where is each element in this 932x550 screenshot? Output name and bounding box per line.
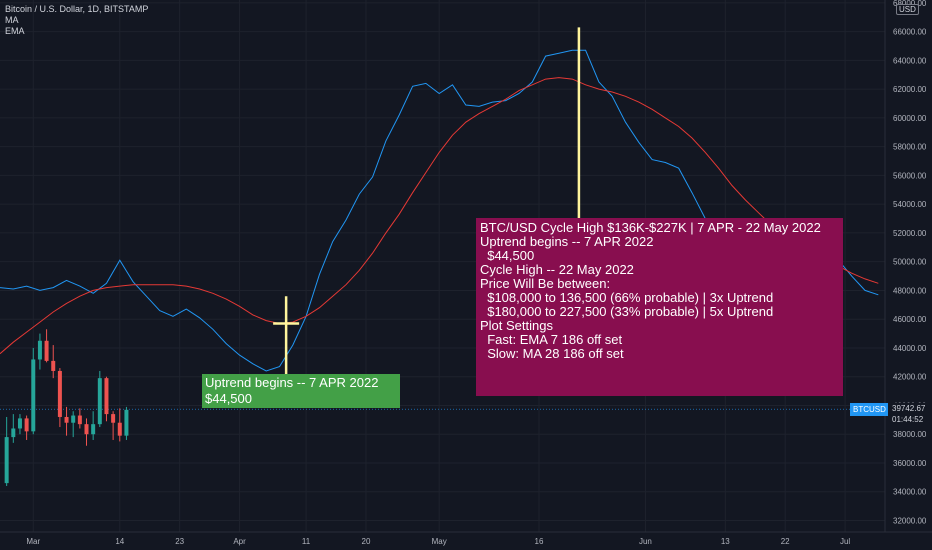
chart-grid <box>0 0 885 532</box>
candle-body <box>31 359 36 432</box>
callout-line: Plot Settings <box>480 318 553 333</box>
callout-line: BTC/USD Cycle High $136K-$227K | 7 APR -… <box>480 220 821 235</box>
symbol-title[interactable]: Bitcoin / U.S. Dollar, 1D, BITSTAMP <box>5 4 149 14</box>
bar-countdown: 01:44:52 <box>892 415 924 424</box>
x-tick-label: 11 <box>302 537 311 546</box>
callout-line: Slow: MA 28 186 off set <box>480 346 624 361</box>
uptrend-callout-line2: $44,500 <box>205 391 252 406</box>
y-tick-label: 52000.00 <box>893 229 927 238</box>
candlesticks <box>4 329 129 486</box>
candle-body <box>4 437 9 484</box>
y-tick-label: 56000.00 <box>893 171 927 180</box>
y-tick-label: 64000.00 <box>893 56 927 65</box>
annotation-lines <box>273 27 581 376</box>
ma-line <box>0 77 879 355</box>
uptrend-callout-line1: Uptrend begins -- 7 APR 2022 <box>205 375 379 390</box>
x-tick-label: Jul <box>840 537 850 546</box>
chart-legend: Bitcoin / U.S. Dollar, 1D, BITSTAMP MA E… <box>5 4 148 37</box>
ema-legend-label[interactable]: EMA <box>5 26 25 36</box>
callout-line: $108,000 to 136,500 (66% probable) | 3x … <box>480 290 774 305</box>
candle-body <box>11 428 16 438</box>
candle-body <box>64 416 69 423</box>
y-tick-label: 54000.00 <box>893 200 927 209</box>
last-price-value: 39742.67 <box>892 404 926 413</box>
x-tick-label: Jun <box>639 537 652 546</box>
x-tick-label: Mar <box>26 537 40 546</box>
y-tick-label: 58000.00 <box>893 143 927 152</box>
y-tick-label: 60000.00 <box>893 114 927 123</box>
candle-body <box>77 415 82 425</box>
x-tick-label: 22 <box>781 537 790 546</box>
y-tick-label: 32000.00 <box>893 516 927 525</box>
candle-body <box>37 340 42 360</box>
x-tick-label: 20 <box>362 537 371 546</box>
candle-body <box>84 424 89 435</box>
price-axis[interactable]: 32000.0034000.0036000.0038000.0040000.00… <box>884 0 932 550</box>
price-axis-bg <box>885 0 932 550</box>
x-tick-label: 14 <box>115 537 124 546</box>
currency-button[interactable]: USD <box>896 4 919 15</box>
callout-line: $180,000 to 227,500 (33% probable) | 5x … <box>480 304 774 319</box>
y-tick-label: 36000.00 <box>893 459 927 468</box>
y-tick-label: 46000.00 <box>893 315 927 324</box>
candle-body <box>117 422 122 436</box>
candle-body <box>17 418 22 429</box>
callout-line: $44,500 <box>480 248 535 263</box>
candle-body <box>24 418 29 432</box>
callout-line: Uptrend begins -- 7 APR 2022 <box>480 234 654 249</box>
x-tick-label: May <box>432 537 447 546</box>
y-tick-label: 44000.00 <box>893 344 927 353</box>
last-price-label: 39742.67 01:44:52 <box>888 403 932 425</box>
uptrend-callout[interactable]: Uptrend begins -- 7 APR 2022 $44,500 <box>202 374 400 408</box>
candle-body <box>111 414 116 423</box>
y-tick-label: 66000.00 <box>893 28 927 37</box>
y-tick-label: 34000.00 <box>893 488 927 497</box>
candle-body <box>124 409 129 436</box>
symbol-price-tag: BTCUSD <box>850 403 889 416</box>
candle-body <box>57 370 62 417</box>
ma-legend-label[interactable]: MA <box>5 15 19 25</box>
y-tick-label: 38000.00 <box>893 430 927 439</box>
callout-line: Fast: EMA 7 186 off set <box>480 332 623 347</box>
y-tick-label: 48000.00 <box>893 286 927 295</box>
x-tick-label: 23 <box>175 537 184 546</box>
x-tick-label: Apr <box>233 537 246 546</box>
x-tick-label: 13 <box>721 537 730 546</box>
y-tick-label: 42000.00 <box>893 373 927 382</box>
y-tick-label: 50000.00 <box>893 258 927 267</box>
candle-body <box>104 378 109 415</box>
candle-body <box>44 340 49 361</box>
time-axis[interactable]: Mar 14 23 Apr 11 20 May 16 Jun 13 22 Jul <box>0 531 932 546</box>
candle-body <box>71 415 76 423</box>
candle-body <box>51 360 56 371</box>
y-tick-label: 68000.00 <box>893 0 927 8</box>
y-tick-label: 62000.00 <box>893 85 927 94</box>
candle-body <box>91 424 96 435</box>
callout-line: Cycle High -- 22 May 2022 <box>480 262 634 277</box>
x-tick-label: 16 <box>535 537 544 546</box>
candle-body <box>97 378 102 425</box>
cycle-high-callout[interactable]: BTC/USD Cycle High $136K-$227K | 7 APR -… <box>476 218 843 396</box>
callout-line: Price Will Be between: <box>480 276 611 291</box>
